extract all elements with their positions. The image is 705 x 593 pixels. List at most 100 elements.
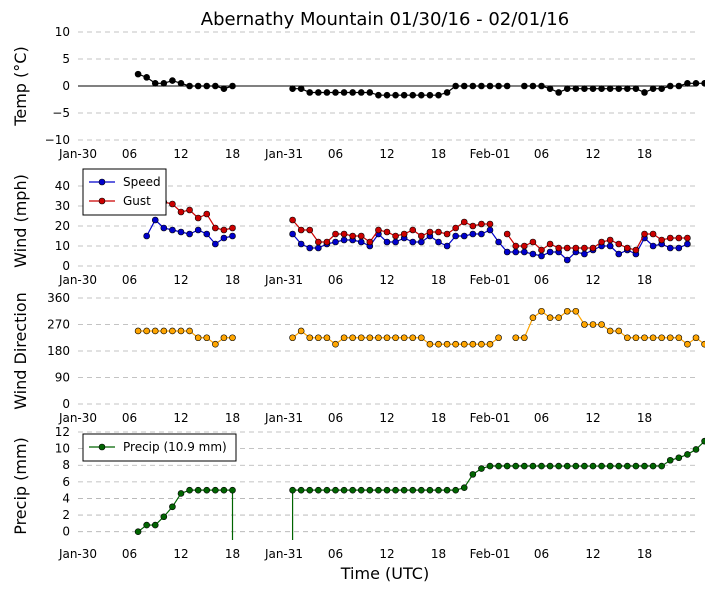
data-point: [486, 462, 494, 470]
data-point: [435, 228, 442, 236]
data-point: [392, 486, 399, 494]
data-point: [658, 236, 665, 244]
x-tick-label: 18: [225, 273, 240, 287]
x-tick-label: 06: [328, 273, 343, 287]
data-point: [460, 232, 468, 240]
x-tick-label: 12: [379, 547, 394, 561]
data-point: [435, 91, 442, 99]
y-tick-label: 10: [55, 239, 70, 253]
x-tick-label: Jan-31: [264, 273, 303, 287]
y-tick-label: 0: [62, 259, 70, 273]
data-point: [478, 340, 485, 348]
data-point: [658, 462, 665, 470]
data-point: [581, 321, 588, 328]
x-tick-label: 18: [637, 547, 652, 561]
data-point: [529, 250, 537, 258]
data-point: [375, 226, 382, 234]
data-point: [572, 307, 580, 315]
data-point: [323, 334, 331, 342]
data-point: [203, 82, 211, 90]
x-tick-label: 06: [534, 411, 549, 425]
data-point: [521, 462, 528, 470]
data-point: [598, 238, 605, 246]
data-point: [469, 230, 477, 238]
data-point: [460, 82, 468, 90]
data-point: [186, 206, 193, 214]
x-tick-label: 12: [585, 273, 600, 287]
data-point: [383, 228, 391, 236]
x-tick-label: 06: [534, 547, 549, 561]
data-point: [297, 226, 305, 234]
x-tick-label: Jan-30: [58, 273, 97, 287]
x-tick-label: 12: [173, 147, 188, 161]
data-point: [675, 244, 683, 252]
data-point: [435, 238, 442, 246]
data-point: [563, 256, 571, 264]
data-point: [521, 82, 528, 90]
data-point: [357, 238, 365, 246]
data-point: [177, 228, 185, 236]
data-point: [418, 91, 425, 99]
y-tick-label: 180: [47, 344, 70, 358]
data-point: [684, 240, 691, 248]
data-point: [323, 89, 331, 96]
data-point: [323, 238, 331, 246]
data-point: [641, 334, 648, 342]
data-point: [134, 70, 142, 78]
data-point: [169, 226, 176, 234]
data-point: [229, 486, 236, 494]
data-point: [581, 250, 588, 258]
data-point: [297, 240, 305, 248]
data-point: [546, 240, 554, 248]
data-point: [426, 486, 434, 494]
legend-swatch-marker: [98, 178, 106, 186]
data-point: [332, 238, 339, 246]
data-point: [435, 486, 442, 494]
data-point: [606, 242, 614, 250]
y-tick-label: 10: [55, 442, 70, 456]
data-point: [581, 85, 588, 92]
data-point: [615, 240, 623, 248]
x-tick-label: 18: [637, 411, 652, 425]
x-tick-label: Feb-01: [470, 547, 511, 561]
y-tick-label: 4: [62, 491, 70, 505]
data-point: [632, 334, 640, 342]
legend: Speed Gust: [82, 168, 167, 216]
data-point: [503, 82, 511, 90]
data-point: [151, 80, 159, 87]
data-point: [581, 244, 588, 252]
data-point: [289, 230, 296, 238]
data-point: [357, 89, 365, 96]
data-point: [426, 91, 434, 99]
panel-wind: 0 10 20 30 40 Jan-30 06 12 18 Jan-31 06 12 18 Feb-01 0…: [11, 168, 696, 287]
data-point: [160, 80, 168, 87]
data-point: [512, 334, 520, 342]
data-point: [684, 234, 691, 242]
data-point: [503, 230, 511, 238]
x-tick-label: 18: [637, 147, 652, 161]
data-point: [220, 226, 228, 234]
data-point: [546, 314, 554, 322]
data-point: [529, 82, 537, 90]
data-point: [392, 334, 399, 342]
data-point: [212, 486, 219, 494]
data-point: [383, 334, 391, 342]
data-point: [366, 89, 374, 96]
data-point: [409, 486, 417, 494]
data-point: [555, 89, 562, 96]
y-tick-label: −5: [52, 106, 70, 120]
legend-swatch-marker: [98, 443, 106, 451]
data-point: [160, 327, 168, 335]
data-point: [229, 232, 236, 240]
data-point: [203, 210, 211, 218]
y-tick-label: 6: [62, 475, 70, 489]
data-point: [624, 462, 631, 470]
panel-direction: 0 90 180 270 360 Jan-30 06 12 18 Jan-31 06 12 18 Feb-…: [11, 291, 705, 425]
data-point: [469, 340, 477, 348]
data-point: [478, 465, 485, 472]
x-tick-label: 18: [637, 273, 652, 287]
data-point: [641, 462, 648, 470]
data-point: [563, 85, 571, 92]
data-point: [220, 85, 228, 92]
